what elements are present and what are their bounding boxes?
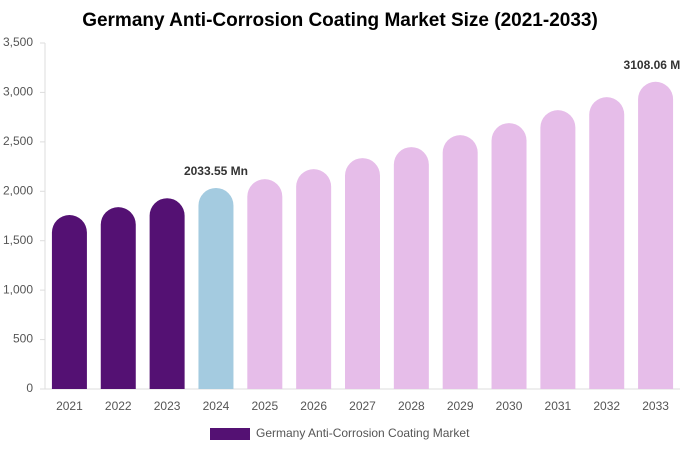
bar [247,179,283,389]
y-tick-label: 2,000 [3,183,33,197]
x-tick-label: 2029 [447,399,474,413]
y-tick-label: 1,000 [3,282,33,296]
bar [51,215,87,389]
bar [442,135,478,389]
bar [589,97,625,390]
y-tick-label: 0 [26,381,33,395]
x-tick-label: 2031 [545,399,572,413]
y-tick-label: 1,500 [3,233,33,247]
bar [296,169,332,389]
bar [491,123,527,389]
x-tick-label: 2027 [349,399,376,413]
bar [149,198,185,389]
y-tick-label: 2,500 [3,134,33,148]
bar [540,110,576,390]
y-tick-label: 500 [13,332,33,346]
x-tick-label: 2023 [154,399,181,413]
y-tick-label: 3,000 [3,85,33,99]
x-tick-label: 2021 [56,399,83,413]
x-tick-label: 2030 [496,399,523,413]
bar [393,147,429,389]
x-tick-label: 2028 [398,399,425,413]
bar [345,158,380,389]
x-tick-label: 2025 [251,399,278,413]
data-label: 3108.06 Mn [624,58,680,72]
legend-label: Germany Anti-Corrosion Coating Market [256,426,470,440]
x-tick-label: 2022 [105,399,132,413]
y-tick-label: 3,500 [3,35,33,49]
data-label: 2033.55 Mn [184,164,248,178]
x-tick-label: 2024 [203,399,230,413]
legend-swatch [210,428,250,440]
x-tick-label: 2033 [642,399,669,413]
bar [100,207,136,389]
chart-title: Germany Anti-Corrosion Coating Market Si… [82,10,598,31]
x-tick-label: 2026 [300,399,327,413]
x-tick-label: 2032 [593,399,620,413]
bar [638,81,674,390]
bar [198,187,234,389]
